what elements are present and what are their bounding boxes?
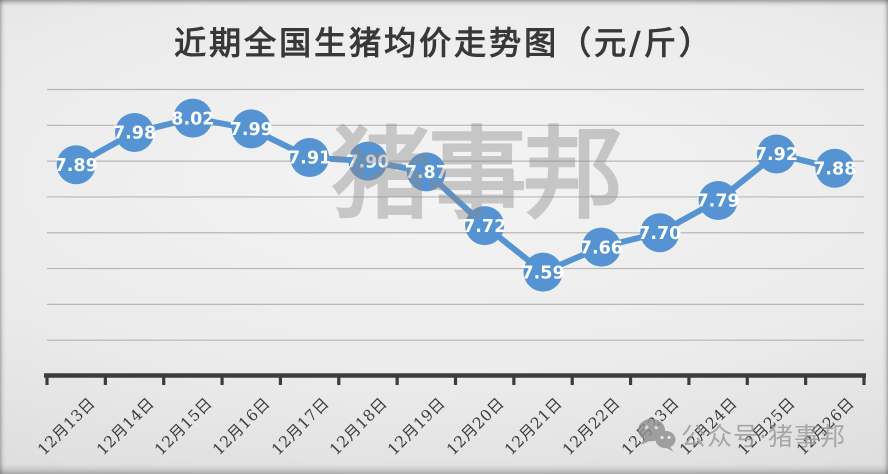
data-point-marker xyxy=(698,181,738,221)
data-point-label: 7.92 xyxy=(755,145,798,165)
data-point-label: 7.72 xyxy=(463,217,506,237)
data-point-marker xyxy=(465,206,505,246)
data-point-label: 7.88 xyxy=(813,159,856,179)
data-point-label: 7.66 xyxy=(580,238,623,258)
data-point-label: 7.99 xyxy=(230,120,273,140)
data-point-label: 7.98 xyxy=(113,124,156,144)
data-point-marker xyxy=(640,213,680,253)
data-point-marker xyxy=(173,98,213,138)
data-point-marker xyxy=(348,141,388,181)
chart-title: 近期全国生猪均价走势图（元/斤） xyxy=(174,24,714,62)
data-point-label: 7.90 xyxy=(346,152,389,172)
data-point-marker xyxy=(756,134,796,174)
data-point-label: 7.87 xyxy=(405,163,448,183)
data-point-label: 7.59 xyxy=(521,263,564,283)
data-point-marker xyxy=(581,227,621,267)
data-point-marker xyxy=(523,252,563,292)
data-point-label: 7.79 xyxy=(697,192,740,212)
data-point-marker xyxy=(290,138,330,178)
footer-watermark-text: 公众号·猪事邦 xyxy=(681,422,846,451)
footer-watermark: 公众号·猪事邦 xyxy=(636,417,846,453)
data-point-label: 7.70 xyxy=(638,224,681,244)
data-point-marker xyxy=(815,148,855,188)
center-watermark: 猪事邦 xyxy=(331,116,621,233)
data-point-label: 8.02 xyxy=(171,109,214,129)
data-point-marker xyxy=(115,112,155,152)
data-point-label: 7.91 xyxy=(288,149,331,169)
data-point-marker xyxy=(406,152,446,192)
data-point-marker xyxy=(231,109,271,149)
data-point-label: 7.89 xyxy=(55,156,98,176)
wechat-icon xyxy=(638,418,676,452)
data-point-marker xyxy=(56,145,96,185)
